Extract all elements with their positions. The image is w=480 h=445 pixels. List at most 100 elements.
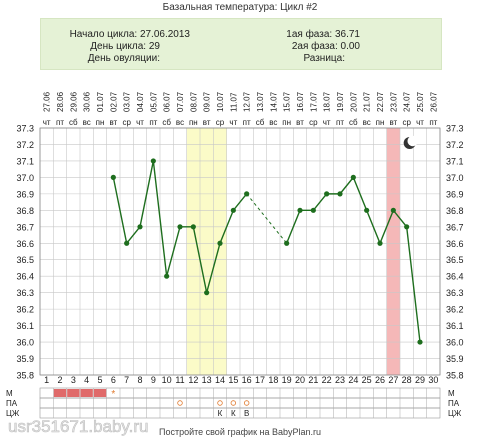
x-date-label: 12.07	[243, 91, 252, 112]
pa-circle-mark	[243, 400, 250, 406]
x-date-label: 26.07	[429, 91, 438, 112]
x-weekday-label: вт	[109, 118, 117, 127]
y-tick-label-right: 36.8	[446, 206, 464, 216]
x-day-number: 22	[322, 375, 332, 385]
y-tick-label-left: 36.2	[16, 305, 34, 315]
y-tick-label-left: 35.8	[16, 371, 34, 381]
temperature-point	[390, 207, 396, 213]
x-day-number: 2	[57, 375, 62, 385]
watermark-text: usr351671.baby.ru	[8, 417, 149, 436]
y-tick-label-right: 35.9	[446, 354, 464, 364]
x-date-label: 06.07	[163, 91, 172, 112]
row-label-left: ЦЖ	[6, 409, 20, 418]
x-day-number: 24	[348, 375, 358, 385]
x-weekday-label: сб	[69, 118, 78, 127]
temperature-point	[217, 240, 223, 246]
y-tick-label-right: 36.4	[446, 272, 464, 282]
temperature-point	[177, 224, 183, 230]
x-weekday-label: пт	[56, 118, 64, 127]
x-weekday-label: вс	[176, 118, 184, 127]
x-date-label: 03.07	[123, 91, 132, 112]
x-weekday-label: чт	[323, 118, 331, 127]
y-tick-label-left: 36.9	[16, 189, 34, 199]
x-date-label: 07.07	[176, 91, 185, 112]
highlight-band-yellow	[186, 128, 227, 375]
moon-icon-mask	[407, 135, 418, 147]
x-day-number: 17	[255, 375, 265, 385]
y-tick-label-right: 35.8	[446, 371, 464, 381]
x-date-label: 21.07	[363, 91, 372, 112]
x-day-number: 10	[162, 375, 172, 385]
x-date-label: 30.06	[83, 91, 92, 112]
x-date-label: 13.07	[256, 91, 265, 112]
x-day-number: 27	[388, 375, 398, 385]
x-weekday-label: пн	[376, 118, 385, 127]
difference-info: Разница:	[303, 53, 345, 64]
chart-title: Базальная температура: Цикл #2	[162, 2, 318, 13]
x-date-label: 08.07	[189, 91, 198, 112]
x-weekday-label: сб	[162, 118, 171, 127]
x-day-number: 30	[428, 375, 438, 385]
x-weekday-label: ср	[216, 118, 225, 127]
period-mark	[80, 389, 93, 397]
x-date-label: 27.06	[43, 91, 52, 112]
y-tick-label-left: 36.6	[16, 239, 34, 249]
x-weekday-label: пт	[149, 118, 157, 127]
x-date-label: 24.07	[403, 91, 412, 112]
x-day-number: 23	[335, 375, 345, 385]
x-day-number: 11	[175, 375, 184, 385]
temperature-point	[110, 174, 116, 180]
x-date-label: 02.07	[109, 91, 118, 112]
x-day-number: 28	[402, 375, 412, 385]
x-weekday-label: пт	[336, 118, 344, 127]
x-date-label: 17.07	[309, 91, 318, 112]
x-weekday-label: вт	[389, 118, 397, 127]
cj-letter-mark: В	[244, 409, 249, 418]
y-tick-label-left: 36.0	[16, 338, 34, 348]
phase2-info: 2ая фаза: 0.00	[291, 41, 360, 52]
y-tick-label-left: 36.8	[16, 206, 34, 216]
pa-circle-mark	[217, 400, 223, 406]
y-tick-label-left: 37.3	[16, 124, 34, 134]
x-weekday-label: пт	[243, 118, 251, 127]
pa-circle-mark	[177, 400, 183, 406]
x-date-label: 19.07	[336, 91, 345, 112]
x-date-label: 28.06	[56, 91, 65, 112]
phase1-info: 1ая фаза: 36.71	[286, 29, 360, 40]
x-weekday-label: вс	[269, 118, 277, 127]
x-weekday-label: вт	[296, 118, 304, 127]
x-day-number: 13	[202, 375, 212, 385]
temperature-point	[204, 290, 210, 296]
temperature-point	[284, 240, 290, 246]
cycle-day-info: День цикла: 29	[90, 41, 160, 52]
x-day-number: 21	[308, 375, 318, 385]
x-weekday-label: чт	[136, 118, 144, 127]
x-date-label: 20.07	[349, 91, 358, 112]
x-day-number: 9	[151, 375, 156, 385]
x-date-label: 11.07	[229, 92, 238, 112]
temperature-gap-dashed	[246, 193, 288, 244]
temperature-point	[190, 224, 196, 230]
x-weekday-label: ср	[122, 118, 131, 127]
x-day-number: 1	[44, 375, 49, 385]
temperature-point	[244, 191, 250, 197]
y-tick-label-right: 36.3	[446, 288, 464, 298]
x-date-label: 18.07	[323, 91, 332, 112]
x-date-label: 22.07	[376, 91, 385, 112]
x-day-number: 18	[268, 375, 278, 385]
cycle-info-panel	[40, 18, 442, 70]
row-label-right: ПА	[448, 399, 460, 408]
period-mark	[67, 389, 80, 397]
cycle-start-info: Начало цикла: 27.06.2013	[69, 29, 190, 40]
y-tick-label-left: 37.0	[16, 173, 34, 183]
x-date-label: 15.07	[283, 91, 292, 112]
x-date-label: 10.07	[216, 91, 225, 112]
x-weekday-label: вс	[83, 118, 91, 127]
y-tick-label-right: 36.0	[446, 338, 464, 348]
x-date-label: 23.07	[389, 91, 398, 112]
temperature-point	[377, 240, 383, 246]
x-day-number: 29	[415, 375, 425, 385]
period-mark	[53, 389, 67, 397]
x-weekday-label: чт	[43, 118, 51, 127]
